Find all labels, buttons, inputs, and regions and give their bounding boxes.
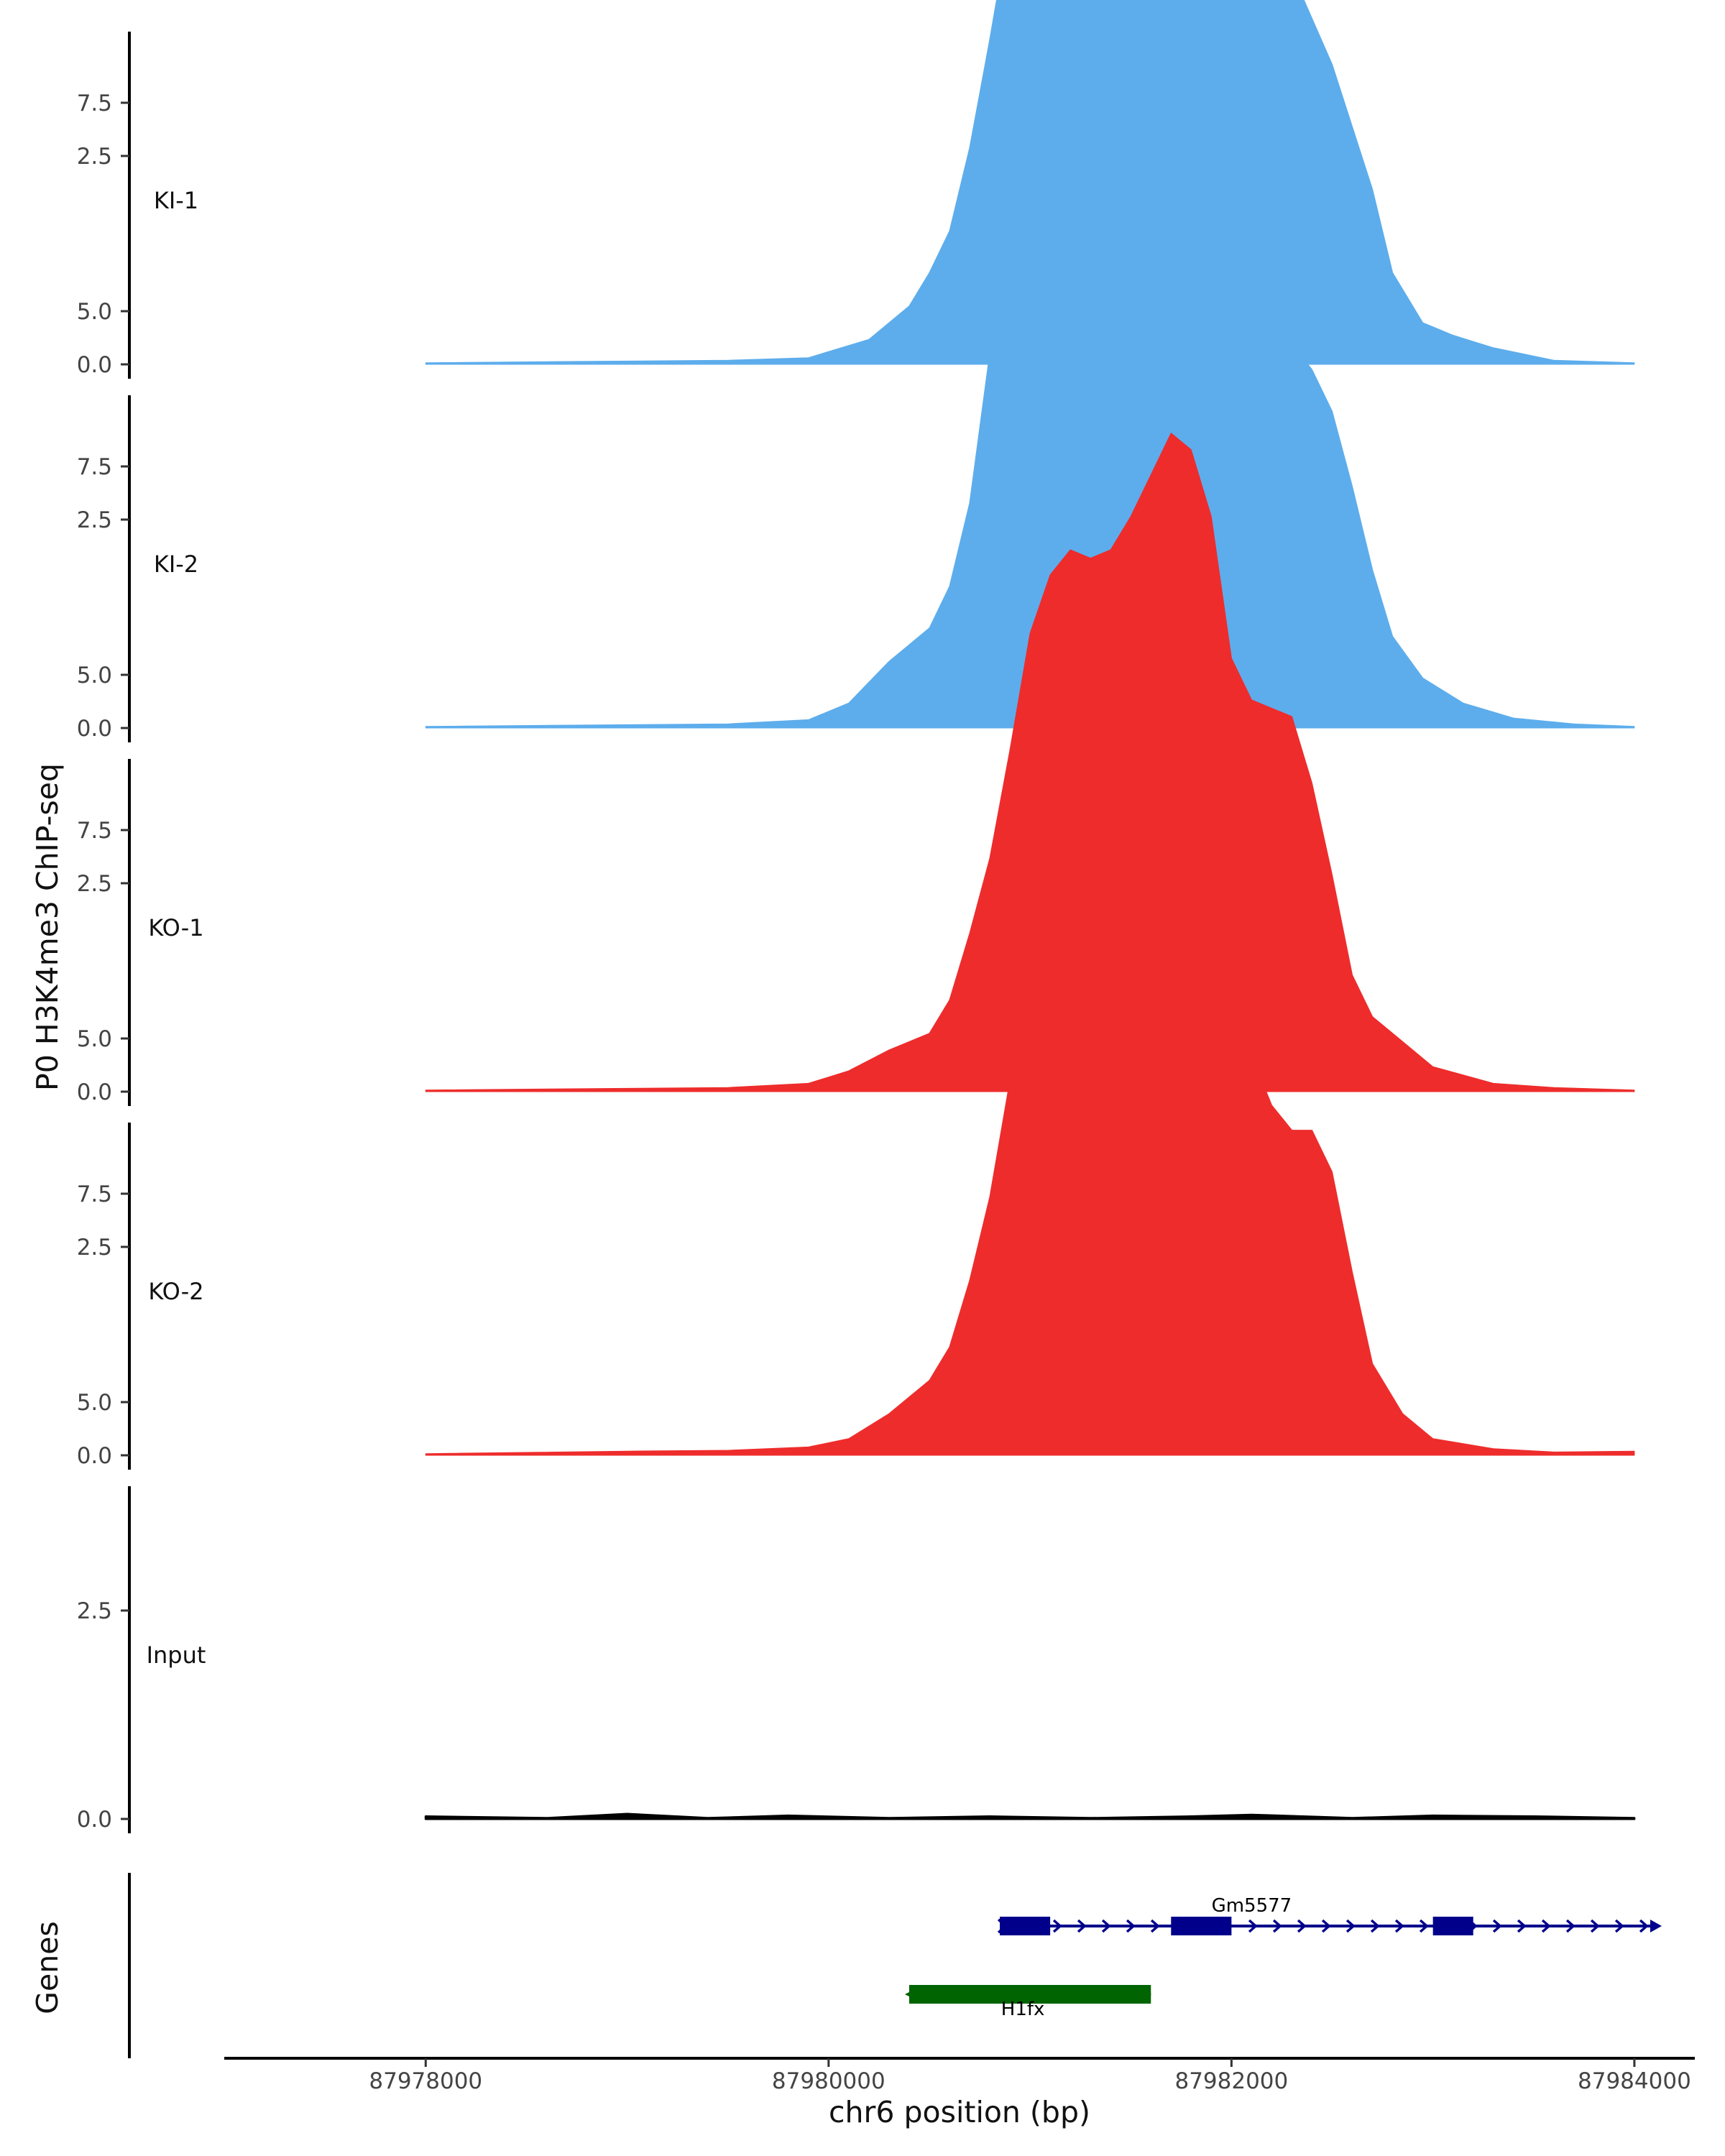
strand-chevron [1565,1919,1576,1933]
strand-chevron [1541,1919,1551,1933]
strand-chevron [1077,1919,1087,1933]
track-label: KI-1 [154,187,198,214]
x-tick-label: 87982000 [1174,2068,1288,2094]
track-label: KO-1 [148,914,203,941]
y-tick-label: 7.5 [77,454,112,480]
y-tick-label: 5.0 [77,1390,112,1416]
y-axis-title: P0 H3K4me3 ChIP-seq [30,763,65,1091]
y-tick-label: 5.0 [77,663,112,688]
exon-block [908,1985,1151,2004]
genes-track-title: Genes [30,1921,65,2014]
strand-chevron [1297,1919,1307,1933]
signal-area-ko-2 [425,788,1635,1456]
y-tick-label: 0.0 [77,1443,112,1469]
gene-annotation-track: Gm5577 H1fx [128,1873,1662,2058]
strand-chevron [1346,1919,1356,1933]
y-tick-label: 2.5 [77,507,112,533]
x-tick-label: 87984000 [1578,2068,1691,2094]
exon-block [1171,1917,1232,1935]
strand-chevron [1126,1919,1136,1933]
strand-chevron [1639,1919,1649,1933]
strand-chevron [1150,1919,1160,1933]
y-tick-label: 0.0 [77,1807,112,1833]
strand-chevron [1492,1919,1502,1933]
y-tick-label: 0.0 [77,352,112,378]
strand-chevron [1052,1919,1062,1933]
y-tick-label: 2.5 [77,1235,112,1261]
gene-end-arrow [1650,1920,1662,1932]
y-tick-label: 0.0 [77,1079,112,1105]
y-tick-label: 2.5 [77,871,112,897]
y-tick-label: 5.0 [77,299,112,325]
track-label: KO-2 [148,1278,203,1305]
strand-chevron [1370,1919,1380,1933]
strand-chevron [1614,1919,1624,1933]
y-tick-label: 2.5 [77,1598,112,1624]
track-ki-1: 0.0 2.5 5.0 7.5 KI-1 [77,0,1635,379]
track-label: Input [147,1641,206,1669]
strand-chevron [1272,1919,1282,1933]
signal-tracks: 0.0 2.5 5.0 7.5 KI-1 0.0 2.5 5.0 7.5 KI-2 0.0 2.5 5.… [77,0,1636,1833]
x-tick-label: 87980000 [772,2068,886,2094]
track-ko-2: 0.0 2.5 5.0 7.5 KO-2 [77,788,1635,1470]
y-tick-label: 5.0 [77,1026,112,1052]
y-tick-label: 7.5 [77,91,112,116]
signal-area-input [424,1812,1636,1820]
gene-h1fx: H1fx [904,1985,1151,2020]
gene-label: Gm5577 [1212,1895,1292,1917]
signal-area-ko-1 [425,433,1635,1092]
track-input: 0.0 2.5 5.0 7.5 Input [77,1181,1636,1833]
strand-chevron [1248,1919,1258,1933]
y-tick-label: 7.5 [77,818,112,844]
exon-block [1432,1917,1473,1935]
y-tick-label: 7.5 [77,1181,112,1207]
y-tick-label: 2.5 [77,144,112,170]
gene-label: H1fx [1001,1999,1045,2020]
track-ko-1: 0.0 2.5 5.0 7.5 KO-1 [77,433,1635,1106]
x-axis-title: chr6 position (bp) [829,2095,1090,2129]
signal-area-ki-2 [425,0,1635,729]
exon-block [1000,1917,1051,1935]
x-tick-label: 87978000 [369,2068,482,2094]
y-tick-label: 0.0 [77,716,112,742]
strand-chevron [1321,1919,1331,1933]
track-ki-2: 0.0 2.5 5.0 7.5 KI-2 [77,0,1635,742]
strand-chevron [1517,1919,1527,1933]
strand-chevron [1394,1919,1404,1933]
strand-chevron [1590,1919,1600,1933]
x-axis: 87978000 87980000 87982000 87984000 [224,2057,1695,2094]
gene-gm5577: Gm5577 [997,1895,1662,1935]
strand-chevron [1101,1919,1111,1933]
strand-chevron [1419,1919,1429,1933]
track-label: KI-2 [154,550,198,578]
